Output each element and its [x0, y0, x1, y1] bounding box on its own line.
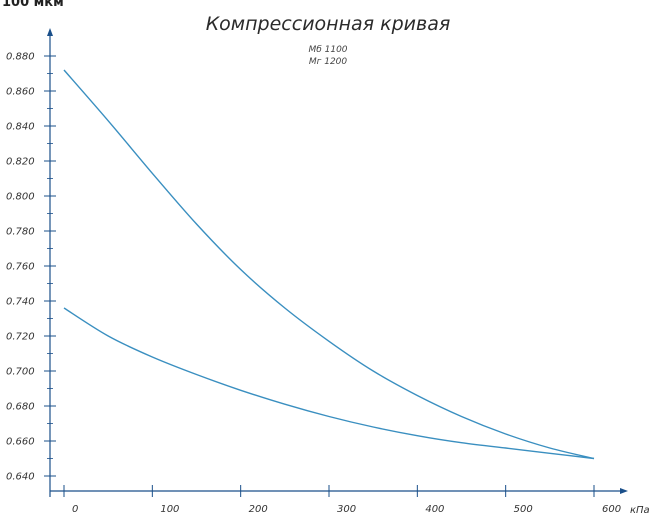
x-axis-ticks: 0 100 200 300 400 500 600	[63, 485, 621, 515]
y-tick-label: 0.820	[6, 157, 35, 168]
x-axis-arrow	[620, 488, 628, 494]
series-line-2	[63, 307, 595, 460]
chart-subtitle-line-1: Мб 1100	[308, 45, 347, 55]
y-tick-label: 0.860	[6, 87, 35, 98]
axes	[47, 28, 628, 497]
chart-subtitle-line-2: Мг 1200	[309, 57, 348, 67]
y-tick-label: 0.780	[6, 227, 35, 238]
chart-title: Компрессионная кривая	[206, 13, 451, 35]
x-tick-label: 500	[514, 504, 533, 515]
x-tick-label: 0	[72, 504, 78, 515]
cropped-caption: 100 мкм	[2, 0, 64, 10]
y-tick-label: 0.640	[6, 472, 35, 483]
x-tick-label: 600	[602, 504, 621, 515]
y-tick-label: 0.700	[6, 367, 35, 378]
y-tick-label: 0.680	[6, 402, 35, 413]
series-line-1	[63, 69, 595, 460]
y-tick-label: 0.760	[6, 262, 35, 273]
y-tick-label: 0.800	[6, 192, 35, 203]
y-tick-label: 0.740	[6, 297, 35, 308]
x-axis-unit-label: кПа	[630, 505, 649, 516]
series-group	[63, 69, 595, 460]
x-tick-label: 400	[425, 504, 444, 515]
y-axis-arrow	[47, 28, 53, 36]
y-tick-label: 0.880	[6, 52, 35, 63]
x-tick-label: 100	[160, 504, 179, 515]
x-tick-label: 300	[337, 504, 356, 515]
y-tick-label: 0.840	[6, 122, 35, 133]
y-tick-label: 0.660	[6, 437, 35, 448]
x-tick-label: 200	[249, 504, 268, 515]
y-tick-label: 0.720	[6, 332, 35, 343]
y-axis-ticks: 0.640 0.660 0.680 0.700 0.720 0.740 0.760 0.780…	[6, 52, 56, 483]
